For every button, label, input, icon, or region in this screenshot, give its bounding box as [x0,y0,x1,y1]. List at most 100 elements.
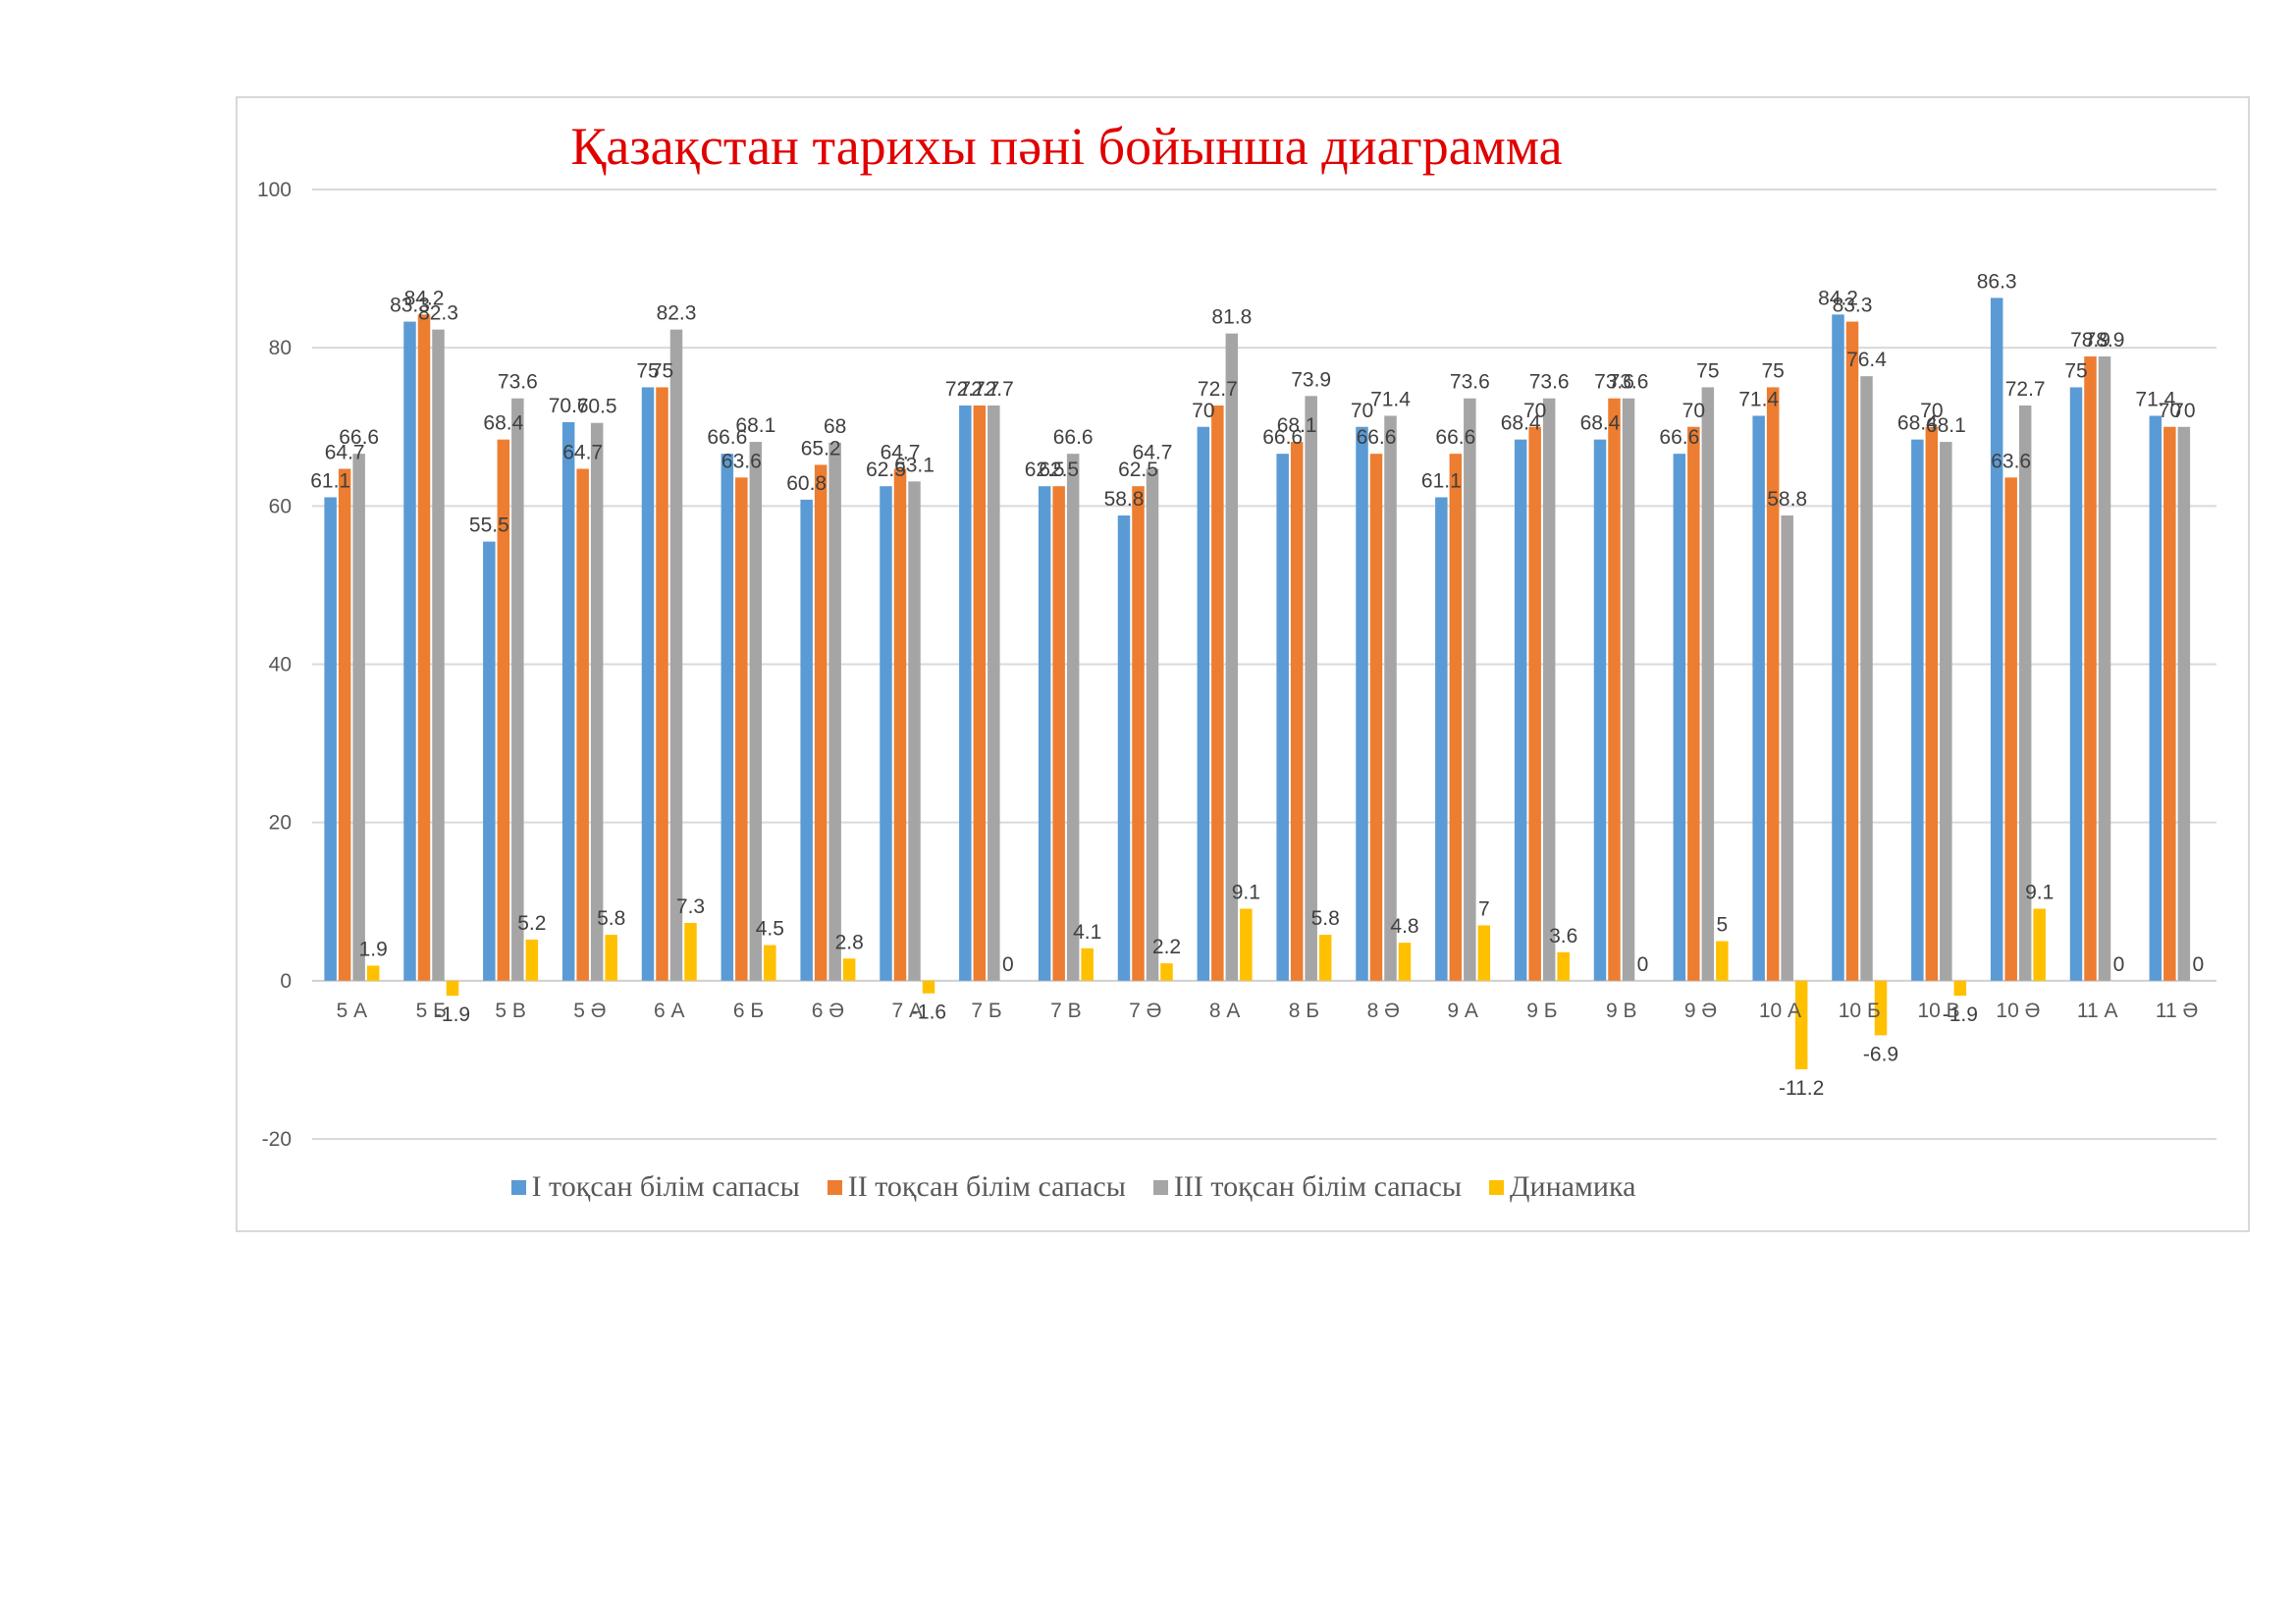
bar [1752,415,1765,981]
bar [721,454,734,981]
bar [366,965,380,981]
data-label: 68 [824,415,846,438]
data-label: 66.6 [1262,426,1303,449]
x-tick-label: 10 А [1759,1000,1801,1022]
x-tick-label: 7 Б [971,1000,1001,1022]
bar [684,923,697,981]
data-label: 86.3 [1977,270,2017,293]
bar [1514,439,1527,981]
bar [1066,454,1080,981]
bar [1464,398,1476,981]
legend-item: ІІ тоқсан білім сапасы [827,1170,1126,1204]
x-tick-label: 7 В [1050,1000,1082,1022]
data-label: 63.1 [894,454,934,476]
bar [2163,426,2176,981]
bar [1528,426,1541,981]
bar [1940,442,1952,981]
data-label: 68.4 [1580,412,1621,435]
data-label: -6.9 [1863,1043,1898,1065]
bar [800,499,813,981]
bar [1038,486,1051,981]
bar [1240,908,1253,981]
data-label: 70 [1351,400,1373,422]
bar [1953,980,1967,997]
x-tick-label: 9 Б [1526,1000,1557,1022]
legend: І тоқсан білім сапасы ІІ тоқсан білім сап… [0,1170,2221,1204]
data-label: 61.1 [310,469,350,492]
bar [2084,356,2097,981]
data-label: 65.2 [801,437,841,460]
data-label: 66.6 [1435,426,1475,449]
data-label: 4.1 [1073,921,1101,944]
data-label: 75 [1696,359,1719,382]
x-tick-label: 9 А [1447,1000,1478,1022]
bar [1081,947,1094,981]
bar [1225,333,1239,981]
bar [1874,980,1888,1036]
data-label: 68.1 [735,414,775,437]
bar [1716,941,1729,981]
data-label: 73.6 [1450,371,1490,394]
data-label: 71.4 [1370,388,1411,410]
x-tick-label: 8 Ә [1367,1000,1400,1022]
data-label: 64.7 [881,441,921,463]
data-label: 62.5 [1039,459,1079,481]
data-label: 83.3 [390,295,430,317]
bar [2033,908,2046,981]
y-tick-label: 80 [269,337,292,359]
gridlines [312,189,2216,1140]
bar [1832,314,1844,981]
data-label: 66.6 [1053,426,1094,449]
data-label: -1.6 [911,1001,946,1024]
x-tick-label: 9 Ә [1684,1000,1717,1022]
data-label: 72.7 [1198,378,1238,401]
data-label: 62.5 [866,459,906,481]
data-label: 70.6 [549,395,589,417]
data-label: 64.7 [325,441,365,463]
bar [1117,515,1131,981]
bar [511,398,524,981]
bar [880,486,892,981]
x-tick-label: 6 А [654,1000,685,1022]
bar [1398,943,1412,981]
data-label: 58.8 [1104,488,1145,511]
data-label: 9.1 [1232,882,1260,904]
data-label: -11.2 [1779,1077,1824,1100]
data-label: 7.3 [676,895,705,918]
bar [1687,426,1700,981]
data-label: 2.8 [835,931,864,953]
bar [2018,405,2032,981]
x-tick-label: 5 А [337,1000,368,1022]
x-tick-label: 10 В [1917,1000,1959,1022]
data-label: 73.6 [498,371,538,394]
bar [1369,454,1383,981]
data-label: 5 [1716,914,1728,937]
bar [1781,515,1793,981]
data-label: 9.1 [2025,882,2054,904]
bar [338,468,351,981]
y-tick-label: 40 [269,654,292,677]
data-label: 62.5 [1025,459,1065,481]
data-label: 66.6 [707,426,747,449]
data-label: 68.1 [1926,414,1966,437]
bar [1211,405,1224,981]
data-label: 84.2 [404,287,445,309]
bar [2004,477,2017,981]
bars [324,298,2191,1070]
bar [446,980,459,997]
bar [893,468,907,981]
bar [1925,426,1939,981]
legend-swatch [510,1179,526,1195]
x-tick-label: 8 А [1209,1000,1241,1022]
legend-swatch [1489,1179,1505,1195]
data-label: 72.7 [974,378,1014,401]
x-tick-label: 6 Ә [812,1000,844,1022]
bar [483,541,496,981]
y-tick-label: 100 [257,179,292,201]
data-labels: 61.164.766.61.983.384.282.3-1.955.568.47… [310,270,2204,1100]
bar [1766,387,1780,981]
bar [2098,356,2111,981]
x-tick-label: 9 В [1606,1000,1637,1022]
bar [1146,468,1159,981]
